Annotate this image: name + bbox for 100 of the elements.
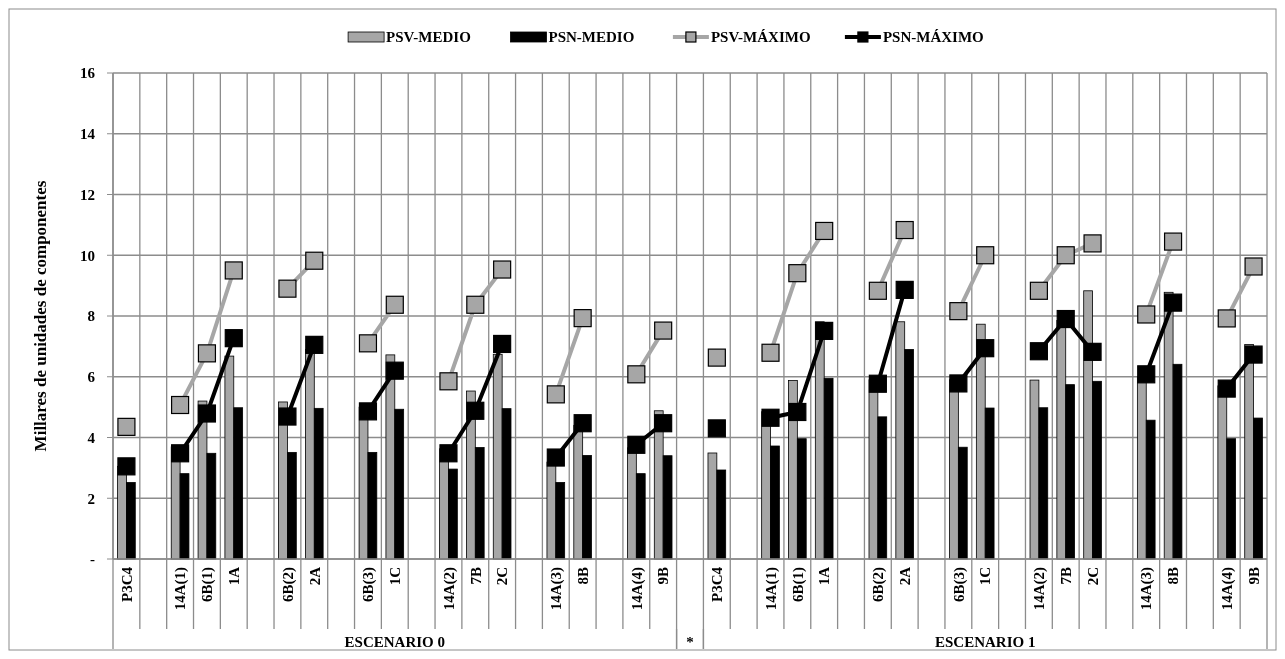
point xyxy=(1056,309,1075,329)
x-tick-label: 6B(2) xyxy=(870,567,888,602)
x-tick-label: 14A(3) xyxy=(1138,567,1156,611)
point xyxy=(949,374,968,393)
x-tick-label: 2C xyxy=(494,567,511,586)
x-tick-label: 14A(3) xyxy=(548,567,566,611)
point xyxy=(1083,234,1102,253)
point xyxy=(439,372,458,391)
x-tick-label: 1C xyxy=(977,567,994,586)
point xyxy=(1056,246,1075,265)
point xyxy=(815,221,834,241)
text: ESCENARIO 0 xyxy=(344,634,446,650)
x-tick-label: 6B(3) xyxy=(360,567,378,602)
x-tick-label: 9B xyxy=(1245,567,1262,585)
point xyxy=(546,385,565,404)
point xyxy=(358,402,378,421)
x-tick-label: 6B(1) xyxy=(199,567,217,602)
point xyxy=(224,261,243,280)
point xyxy=(976,246,995,265)
y-tick-label: 6 xyxy=(87,369,96,385)
point xyxy=(1029,281,1048,300)
point xyxy=(117,457,136,476)
point xyxy=(466,295,485,314)
text: ESCENARIO 1 xyxy=(934,634,1036,650)
y-tick-label: 16 xyxy=(80,65,96,82)
point xyxy=(385,361,404,380)
point xyxy=(815,321,834,340)
point xyxy=(654,321,673,340)
point xyxy=(170,395,190,415)
point xyxy=(197,404,217,423)
point xyxy=(707,348,726,367)
point xyxy=(493,334,512,354)
x-tick-label: 6B(2) xyxy=(279,567,297,602)
x-tick-label: 8B xyxy=(1165,567,1182,585)
x-tick-label: 7B xyxy=(467,567,484,585)
x-tick-label: 6B(1) xyxy=(789,567,807,602)
point xyxy=(788,264,807,283)
legend-label: PSN-MÁXIMO xyxy=(882,29,984,46)
y-tick-label: 14 xyxy=(80,126,96,142)
x-tick-label: 1A xyxy=(816,566,833,586)
point xyxy=(493,260,512,279)
point xyxy=(627,365,646,384)
point xyxy=(1029,342,1048,361)
x-tick-label: 1A xyxy=(226,566,243,586)
x-tick-label: 2A xyxy=(306,566,323,586)
legend-label: PSV-MEDIO xyxy=(386,29,471,46)
point xyxy=(868,281,887,300)
point xyxy=(358,334,378,353)
point xyxy=(385,295,404,314)
point xyxy=(117,417,136,436)
x-tick-label: 14A(4) xyxy=(1218,567,1236,611)
point xyxy=(439,444,458,463)
x-tick-label: P3C4 xyxy=(709,566,726,602)
point xyxy=(1163,293,1183,312)
point xyxy=(1083,342,1102,361)
point xyxy=(895,280,914,299)
x-tick-label: 9B xyxy=(655,567,672,585)
point xyxy=(1163,232,1183,251)
point xyxy=(197,344,217,363)
point xyxy=(1244,257,1263,276)
x-tick-label: 14A(1) xyxy=(172,567,190,611)
y-tick-label: 10 xyxy=(80,247,95,264)
x-tick-label: 14A(2) xyxy=(440,567,458,611)
y-tick-label: 8 xyxy=(87,308,95,325)
point xyxy=(170,444,190,463)
x-tick-label: 14A(4) xyxy=(628,567,646,611)
x-tick-label: 2A xyxy=(896,566,913,586)
point xyxy=(949,302,968,321)
x-tick-label: 14A(2) xyxy=(1031,567,1049,611)
point xyxy=(278,279,297,298)
point xyxy=(224,329,243,348)
y-tick-label: 12 xyxy=(80,186,95,203)
x-tick-label: 6B(3) xyxy=(950,567,968,602)
point xyxy=(627,435,646,454)
point xyxy=(707,419,726,438)
x-tick-label: 8B xyxy=(574,567,591,585)
point xyxy=(868,374,887,393)
text: * xyxy=(686,634,694,650)
point xyxy=(1137,365,1156,384)
point xyxy=(466,401,485,420)
x-tick-label: P3C4 xyxy=(118,566,135,602)
x-tick-label: 2C xyxy=(1084,567,1101,586)
point xyxy=(654,414,673,433)
point xyxy=(278,407,297,426)
point xyxy=(895,220,914,240)
legend-label: PSN-MEDIO xyxy=(548,29,635,46)
point xyxy=(761,343,780,362)
point xyxy=(1217,379,1236,398)
x-tick-label: 7B xyxy=(1057,567,1074,585)
point xyxy=(1217,309,1236,328)
point xyxy=(573,414,592,433)
point xyxy=(546,448,565,467)
y-tick-label: 2 xyxy=(87,490,95,507)
point xyxy=(1137,305,1156,324)
y-axis-title: Millares de unidades de componentes xyxy=(31,180,50,452)
y-tick-label: 4 xyxy=(87,429,96,446)
point xyxy=(976,339,995,358)
point xyxy=(573,309,592,328)
x-tick-label: 1C xyxy=(387,567,404,586)
y-tick-label: - xyxy=(90,551,95,568)
